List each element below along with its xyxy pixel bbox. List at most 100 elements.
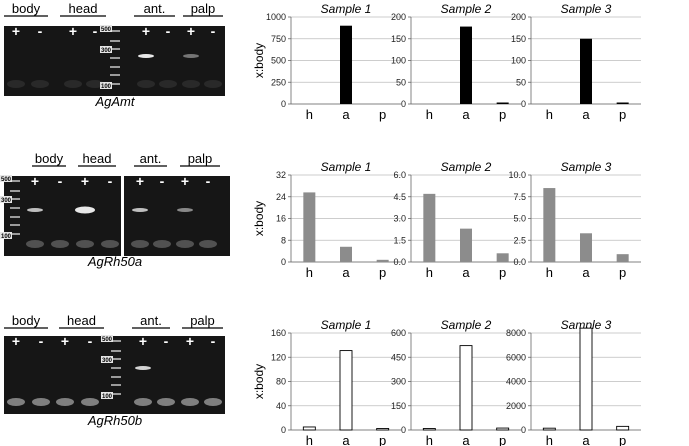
plus-sign: + — [31, 173, 39, 189]
bar-p — [616, 102, 629, 104]
y-tick-label: 3.0 — [393, 214, 406, 224]
chart-sample-2-row-1: Sample 2 0.0 1.5 3.0 4.5 6.0 h a p — [393, 160, 521, 280]
chart-sample-3-row-2: Sample 3 0 2000 4000 6000 8000 h a p — [506, 318, 641, 446]
gel-group-label: palp — [190, 313, 215, 328]
primer-dimer-band — [157, 398, 175, 406]
ladder-band — [110, 40, 120, 42]
plus-sign: + — [12, 23, 20, 39]
y-tick-label: 2.5 — [513, 235, 526, 245]
y-tick-label: 200 — [511, 12, 526, 22]
primer-dimer-band — [7, 398, 25, 406]
gel-group-label: head — [83, 151, 112, 166]
y-tick-label: 0 — [521, 425, 526, 435]
y-tick-label: 2000 — [506, 401, 526, 411]
y-tick-label: 7.5 — [513, 192, 526, 202]
plus-sign: + — [12, 333, 20, 349]
ladder-band — [111, 384, 121, 386]
plus-sign: + — [69, 23, 77, 39]
gel-band — [27, 208, 43, 212]
x-category-label: a — [342, 265, 350, 280]
primer-dimer-band — [64, 80, 82, 88]
ladder-label-bg — [100, 46, 112, 53]
minus-sign: - — [164, 333, 169, 349]
ladder-band — [110, 83, 120, 85]
y-tick-label: 450 — [391, 352, 406, 362]
bar-a — [460, 228, 472, 262]
ladder-label-bg — [0, 196, 12, 203]
ladder-band — [111, 367, 121, 369]
bar-h — [543, 188, 556, 262]
bar-h — [542, 427, 556, 431]
gene-name-label: AgAmt — [94, 94, 135, 109]
primer-dimer-band — [204, 398, 222, 406]
ladder-band — [10, 180, 20, 182]
ladder-band — [111, 393, 121, 395]
y-tick-label: 150 — [391, 34, 406, 44]
primer-dimer-band — [137, 80, 155, 88]
ladder-label-bg — [101, 335, 113, 342]
y-tick-label: 0 — [401, 99, 406, 109]
bar-a — [339, 350, 353, 431]
ladder-band — [10, 198, 20, 200]
minus-sign: - — [88, 333, 93, 349]
primer-dimer-band — [76, 240, 94, 248]
y-tick-label: 750 — [271, 34, 286, 44]
minus-sign: - — [93, 23, 98, 39]
ladder-label-bg — [0, 232, 12, 239]
chart-sample-2-row-2: Sample 2 0 150 300 450 600 h a p — [391, 318, 521, 446]
x-category-label: p — [619, 265, 626, 280]
ladder-size-label: 300 — [1, 198, 12, 204]
x-category-label: h — [546, 433, 553, 446]
y-axis-label: x:body — [252, 201, 266, 236]
ladder-label-bg — [0, 175, 12, 182]
gel-group-label: palp — [188, 151, 213, 166]
gel-band — [177, 208, 193, 212]
x-category-label: h — [426, 107, 433, 122]
gel-band — [75, 206, 95, 214]
gel-group-label: head — [69, 1, 98, 16]
gel-image-right — [124, 176, 230, 256]
y-tick-label: 16 — [276, 214, 286, 224]
bar-h — [303, 192, 316, 262]
bar-a — [340, 246, 352, 262]
gel-group-label: ant. — [140, 151, 162, 166]
minus-sign: - — [108, 173, 113, 189]
primer-dimer-band — [31, 80, 49, 88]
chart-title: Sample 3 — [561, 2, 612, 16]
primer-dimer-band — [81, 398, 99, 406]
y-tick-label: 6000 — [506, 352, 526, 362]
bar-p — [496, 253, 509, 262]
gel-group-label: ant. — [144, 1, 166, 16]
minus-sign: - — [206, 173, 211, 189]
primer-dimer-band — [131, 240, 149, 248]
bar-p — [616, 425, 630, 431]
primer-dimer-band — [199, 240, 217, 248]
y-tick-label: 5.0 — [513, 214, 526, 224]
minus-sign: - — [211, 23, 216, 39]
x-category-label: a — [462, 265, 470, 280]
plus-sign: + — [139, 333, 147, 349]
bar-h — [422, 428, 436, 431]
chart-sample-3-row-0: Sample 3 0 50 100 150 200 h a p — [511, 2, 641, 122]
x-category-label: h — [306, 433, 313, 446]
y-tick-label: 24 — [276, 192, 286, 202]
gel-panel-agrh50b: body head ant. palp + - + - + - + - 500 300 100 AgRh50b — [4, 313, 225, 428]
x-category-label: p — [379, 433, 386, 446]
x-category-label: p — [499, 433, 506, 446]
x-category-label: h — [546, 107, 553, 122]
chart-title: Sample 1 — [321, 160, 372, 174]
y-tick-label: 10.0 — [508, 170, 526, 180]
ladder-band — [110, 74, 120, 76]
bar-p — [376, 259, 389, 262]
plus-sign: + — [181, 173, 189, 189]
y-tick-label: 4000 — [506, 377, 526, 387]
plus-sign: + — [186, 333, 194, 349]
ladder-label-bg — [100, 82, 112, 89]
ladder-band — [111, 358, 121, 360]
y-tick-label: 150 — [511, 34, 526, 44]
y-tick-label: 120 — [271, 352, 286, 362]
primer-dimer-band — [32, 398, 50, 406]
ladder-band — [10, 233, 20, 235]
